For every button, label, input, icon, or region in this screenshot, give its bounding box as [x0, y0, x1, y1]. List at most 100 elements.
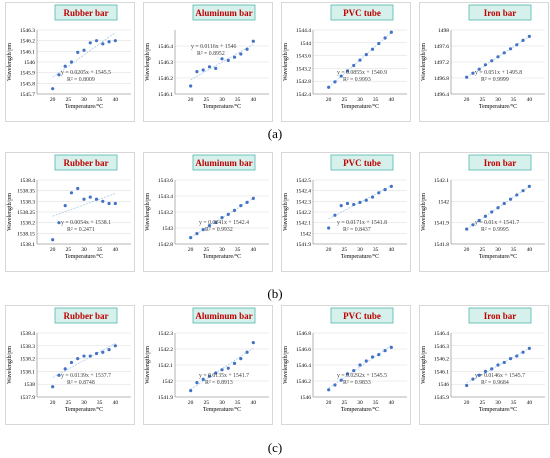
trend-equation: y = 0.0054x + 1538.1	[61, 220, 111, 226]
data-point	[113, 201, 117, 206]
data-point	[220, 216, 224, 220]
data-point	[521, 189, 525, 193]
y-tick-label: 1541.8	[434, 242, 449, 248]
y-axis-label: Wavelength/pm	[7, 193, 13, 231]
r-squared: R² = 0.9993	[343, 77, 371, 83]
data-point	[51, 87, 55, 91]
x-tick-label: 30	[219, 247, 225, 253]
y-tick-label: 1542.3	[158, 331, 173, 337]
y-axis-label: Wavelength/pm	[145, 193, 151, 231]
data-point	[245, 47, 249, 51]
chart-panel: Iron bar 1541.8 1541.9 1542 1542.1 20 25 30 35 40…	[419, 152, 549, 272]
data-point	[189, 84, 193, 88]
data-point	[465, 383, 469, 388]
data-point	[232, 361, 237, 365]
y-tick-label: 1541.9	[434, 221, 449, 227]
y-axis-label: Wavelength/pm	[421, 346, 427, 384]
scatter-chart: Rubber bar 1538.1 1538.15 1538.2 1538.25 1538…	[5, 152, 135, 272]
x-tick-label: 35	[373, 400, 379, 406]
data-point	[477, 373, 481, 377]
x-tick-label: 20	[326, 97, 332, 103]
data-point	[389, 30, 393, 34]
data-point	[370, 195, 375, 199]
trend-equation: y = 0.0241x + 1542.4	[199, 220, 249, 226]
chart-title: Aluminum bar	[195, 311, 252, 321]
data-point	[51, 238, 55, 242]
r-squared: R² = 0.9833	[343, 380, 371, 386]
x-tick-label: 30	[357, 97, 363, 103]
chart-title: PVC tube	[343, 158, 381, 168]
y-tick-label: 1542.2	[296, 210, 311, 216]
data-point	[352, 63, 356, 68]
y-tick-label: 1538.35	[17, 189, 35, 195]
chart-title-box	[330, 307, 394, 324]
chart-panel: Rubber bar 1538.1 1538.15 1538.2 1538.25 1538…	[5, 152, 135, 272]
y-tick-label: 1542.8	[158, 242, 173, 248]
data-point	[383, 188, 387, 192]
data-point	[195, 381, 199, 385]
x-axis-label: Temperature/°C	[65, 406, 103, 413]
data-point	[82, 354, 86, 358]
trendline	[190, 44, 254, 81]
chart-title: Iron bar	[484, 8, 517, 18]
data-point	[189, 389, 193, 393]
x-tick-label: 40	[251, 97, 257, 103]
y-tick-label: 1542	[300, 231, 311, 237]
y-tick-label: 1541.9	[158, 395, 173, 401]
x-tick-label: 40	[389, 400, 395, 406]
y-tick-label: 1538.3	[20, 199, 35, 205]
data-point	[239, 204, 243, 208]
y-tick-label: 1496.4	[434, 92, 449, 98]
chart-frame	[419, 305, 549, 425]
data-point	[113, 344, 117, 348]
data-point	[69, 60, 74, 64]
trendline	[466, 36, 530, 78]
trend-equation: y = 0.0146x + 1545.7	[475, 373, 525, 379]
y-tick-label: 1546.3	[434, 344, 449, 350]
chart-panel: Rubber bar 1545.7 1545.8 1545.9 1546 1546.1 15…	[5, 2, 135, 122]
data-point	[389, 345, 393, 349]
data-point	[226, 212, 230, 216]
y-tick-label: 1546.6	[296, 347, 311, 353]
y-tick-label: 1546.4	[296, 363, 311, 369]
data-point	[226, 58, 230, 63]
x-tick-label: 30	[495, 97, 501, 103]
y-tick-label: 1538.25	[17, 210, 35, 216]
y-tick-label: 1498	[438, 28, 449, 34]
data-point	[508, 197, 513, 201]
data-point	[345, 69, 350, 73]
data-point	[94, 39, 99, 43]
x-axis-label: Temperature/°C	[479, 103, 517, 110]
data-point	[477, 218, 481, 223]
x-tick-label: 35	[235, 400, 241, 406]
row-label: (b)	[267, 286, 283, 301]
y-tick-label: 1546	[300, 395, 311, 401]
y-tick-label: 1542.2	[158, 347, 173, 353]
data-point	[377, 353, 381, 357]
data-point	[69, 191, 74, 195]
chart-panel: Rubber bar 1537.9 1538 1538.1 1538.2 1538.3 15…	[5, 305, 135, 425]
y-tick-label: 1546.8	[296, 331, 311, 337]
y-tick-label: 1546.1	[158, 92, 173, 98]
data-point	[527, 346, 531, 350]
trend-equation: y = 0.0139x + 1537.7	[61, 373, 111, 379]
chart-panel: Iron bar 1496.4 1496.8 1497.2 1497.6 1498 20 25…	[419, 2, 549, 122]
r-squared: R² = 0.8748	[67, 380, 95, 386]
chart-panel: Aluminum bar 1546.1 1546.2 1546.3 1546.4 20 25…	[143, 2, 273, 122]
x-tick-label: 35	[511, 247, 517, 253]
data-point	[358, 363, 362, 367]
r-squared: R² = 0.9995	[481, 227, 509, 233]
chart-title-box	[330, 154, 394, 171]
row-label: (a)	[267, 126, 283, 141]
chart-title: PVC tube	[343, 311, 381, 321]
data-point	[471, 377, 475, 381]
data-point	[333, 80, 337, 84]
y-tick-label: 1546.1	[20, 49, 35, 55]
x-tick-label: 30	[357, 247, 363, 253]
x-tick-label: 40	[527, 400, 533, 406]
x-tick-label: 20	[326, 400, 332, 406]
chart-panel: Iron bar 1545.9 1546 1546.1 1546.2 1546.3 1546…	[419, 305, 549, 425]
trend-equation: y = 0.01x + 1541.7	[475, 220, 519, 226]
data-point	[477, 67, 481, 71]
x-tick-label: 35	[97, 247, 103, 253]
